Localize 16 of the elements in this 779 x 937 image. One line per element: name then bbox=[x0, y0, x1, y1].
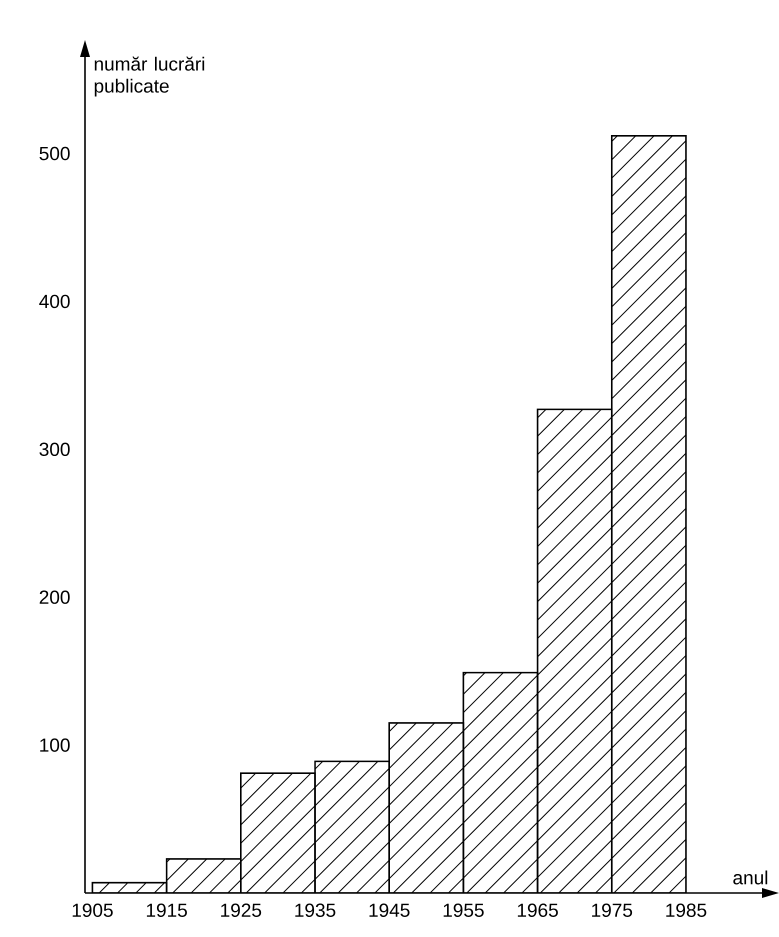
x-tick-label: 1975 bbox=[592, 904, 632, 917]
x-tick-label: 1915 bbox=[146, 904, 187, 917]
x-axis-title: anul bbox=[733, 870, 768, 884]
x-tick-label: 1955 bbox=[444, 904, 484, 917]
x-tick-label: 1905 bbox=[72, 904, 113, 917]
x-tick-label: 1935 bbox=[295, 904, 336, 917]
y-axis-title: număr lucrări publicate bbox=[94, 56, 204, 96]
x-tick-label: 1985 bbox=[666, 904, 706, 917]
y-tick-label: 500 bbox=[40, 146, 70, 160]
y-tick-label: 200 bbox=[40, 590, 70, 604]
x-tick-label: 1965 bbox=[518, 904, 558, 917]
x-tick-label: 1945 bbox=[369, 904, 410, 917]
y-tick-label: 300 bbox=[39, 442, 70, 456]
y-tick-label: 400 bbox=[39, 294, 70, 308]
x-tick-label: 1925 bbox=[221, 904, 262, 917]
y-tick-label: 100 bbox=[40, 738, 70, 752]
